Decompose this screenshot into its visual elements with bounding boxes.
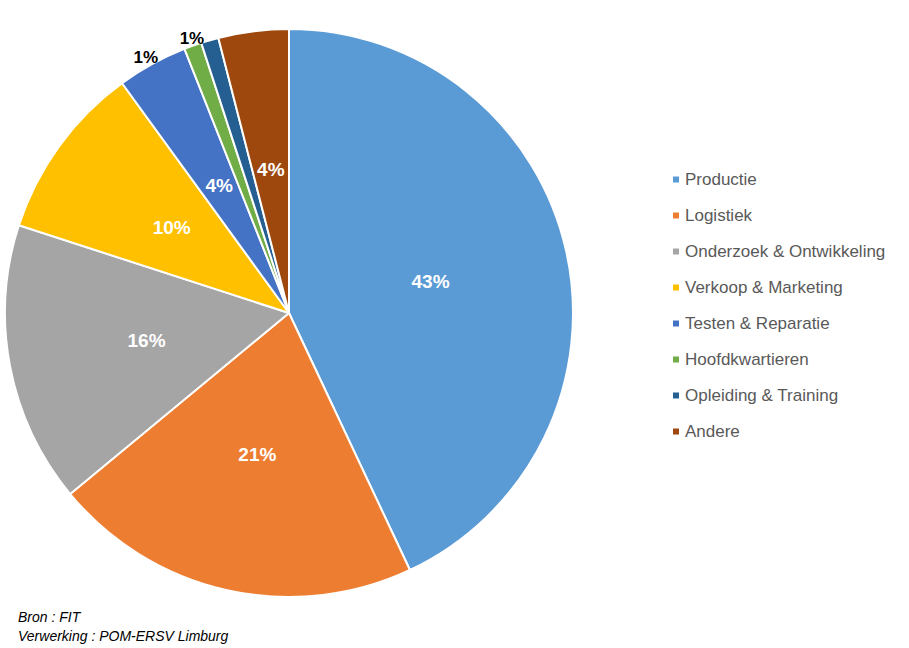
- svg-text:16%: 16%: [128, 330, 166, 351]
- svg-text:Andere: Andere: [685, 422, 740, 441]
- svg-text:21%: 21%: [238, 444, 276, 465]
- svg-text:1%: 1%: [133, 48, 158, 67]
- svg-text:43%: 43%: [411, 271, 449, 292]
- svg-text:1%: 1%: [180, 29, 205, 48]
- svg-text:Bron : FIT: Bron : FIT: [18, 609, 82, 625]
- svg-text:Logistiek: Logistiek: [685, 206, 753, 225]
- svg-text:Opleiding & Training: Opleiding & Training: [685, 386, 838, 405]
- svg-text:Onderzoek & Ontwikkeling: Onderzoek & Ontwikkeling: [685, 242, 885, 261]
- svg-text:10%: 10%: [153, 217, 191, 238]
- svg-text:4%: 4%: [205, 175, 233, 196]
- svg-text:4%: 4%: [257, 159, 285, 180]
- svg-text:Verwerking : POM-ERSV Limburg: Verwerking : POM-ERSV Limburg: [18, 628, 229, 644]
- svg-text:Verkoop & Marketing: Verkoop & Marketing: [685, 278, 843, 297]
- svg-text:Hoofdkwartieren: Hoofdkwartieren: [685, 350, 809, 369]
- svg-text:Productie: Productie: [685, 170, 757, 189]
- svg-text:Testen & Reparatie: Testen & Reparatie: [685, 314, 830, 333]
